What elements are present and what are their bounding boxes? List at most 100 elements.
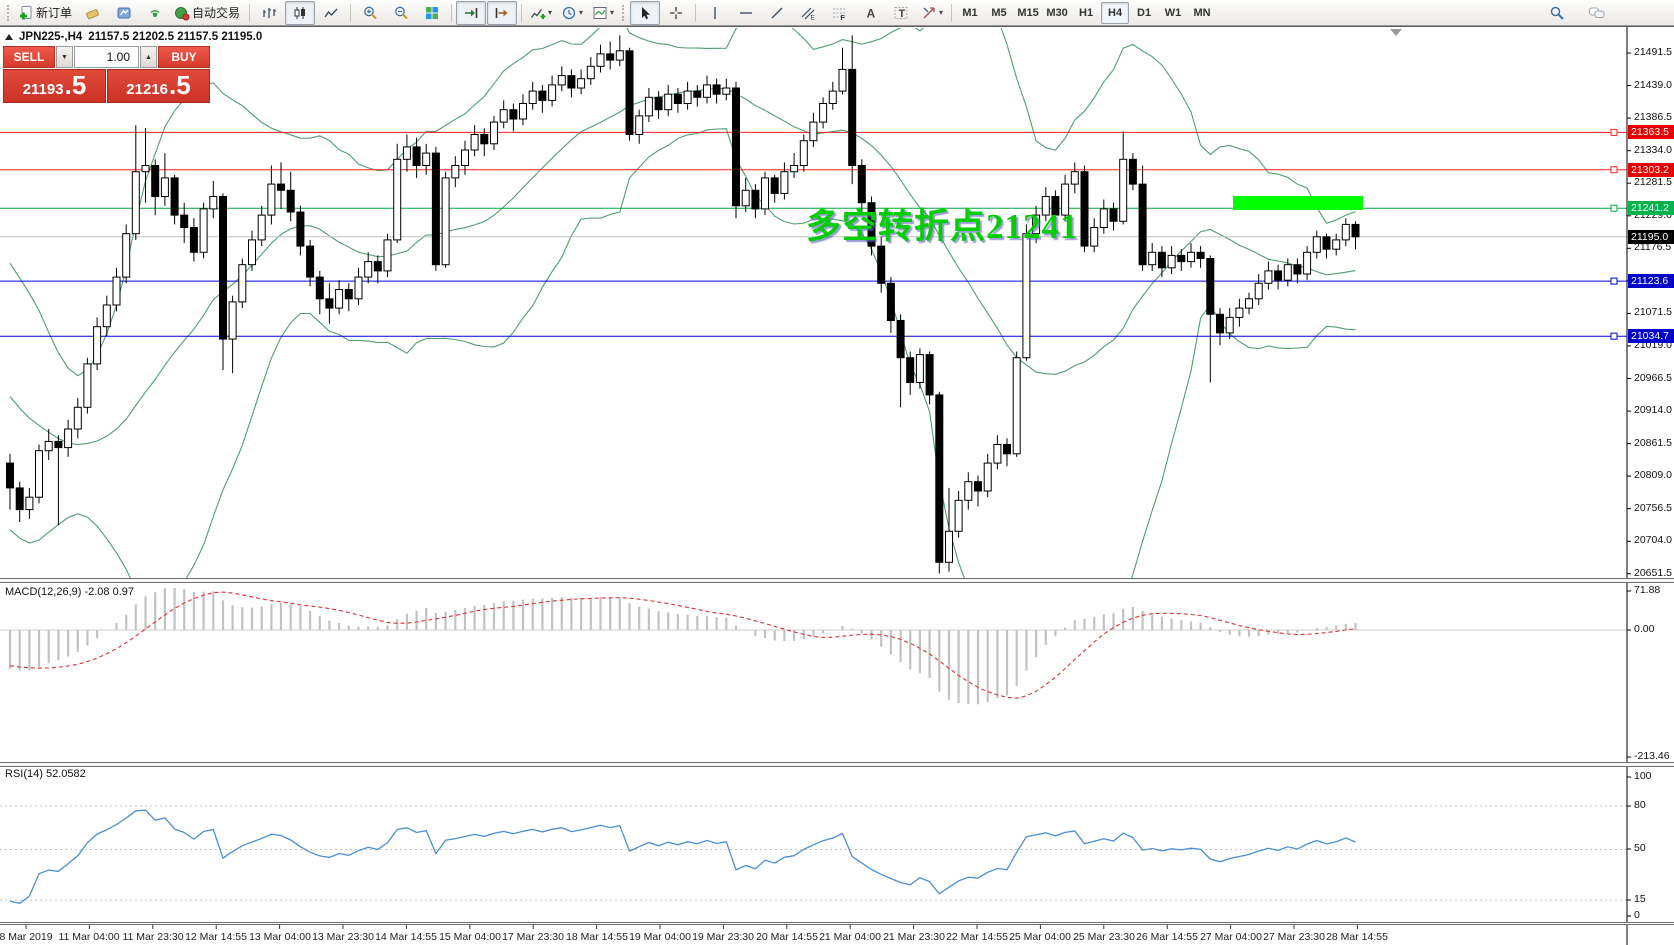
timeframe-w1[interactable]: W1 xyxy=(1164,6,1182,19)
fibonacci-button[interactable]: F xyxy=(824,1,854,25)
trendline-button[interactable] xyxy=(762,1,792,25)
zoom-out-icon xyxy=(393,5,409,21)
timeframe-m5[interactable]: M5 xyxy=(991,6,1007,19)
chart-shift-button[interactable] xyxy=(487,0,518,25)
scroll-end-marker-icon xyxy=(1390,29,1402,36)
auto-scroll-button[interactable] xyxy=(456,0,487,25)
chevron-down-icon: ▾ xyxy=(610,7,615,17)
templates-icon xyxy=(592,5,608,21)
volume-increase-button[interactable]: ▲ xyxy=(140,46,157,68)
chart-text-annotation: 多空转折点21241 xyxy=(806,207,1079,246)
chat-icon xyxy=(1588,5,1606,21)
eraser-icon xyxy=(85,5,101,21)
chart-title: JPN225-,H4 21157.5 21202.5 21157.5 21195… xyxy=(5,31,262,43)
new-order-label: 新订单 xyxy=(36,6,73,20)
timeframe-h4[interactable]: H4 xyxy=(1101,1,1130,24)
templates-button[interactable]: ▾ xyxy=(588,1,618,25)
volume-input[interactable]: 1.00 xyxy=(74,46,139,68)
editor-icon xyxy=(116,5,132,21)
crosshair-icon xyxy=(668,5,684,21)
timeframe-d1[interactable]: D1 xyxy=(1137,6,1152,19)
horizontal-line-button[interactable] xyxy=(731,1,761,25)
text-label-icon: T xyxy=(893,5,909,21)
horizontal-line-icon xyxy=(738,5,754,21)
new-order-icon xyxy=(18,5,34,21)
rsi-splitter[interactable] xyxy=(0,762,1674,767)
svg-text:F: F xyxy=(841,15,846,21)
tile-windows-button[interactable] xyxy=(417,1,447,25)
toolbar-grip[interactable] xyxy=(622,4,626,21)
clock-icon xyxy=(561,5,577,21)
fibonacci-icon: F xyxy=(831,5,847,21)
sell-price-pips: .5 xyxy=(64,70,87,100)
sell-price[interactable]: 21193 .5 xyxy=(3,69,106,103)
macd-splitter[interactable] xyxy=(0,578,1674,583)
crosshair-button[interactable] xyxy=(661,1,691,25)
channel-button[interactable]: E xyxy=(793,1,823,25)
timeframe-m1[interactable]: M1 xyxy=(962,6,978,19)
collapse-icon[interactable] xyxy=(5,34,13,40)
toolbar-grip[interactable] xyxy=(7,4,11,21)
vertical-line-button[interactable] xyxy=(700,1,730,25)
sell-price-main: 21193 xyxy=(22,81,64,98)
tile-windows-icon xyxy=(424,5,440,21)
timeframe-mn[interactable]: MN xyxy=(1193,6,1211,19)
ohlc-values: 21157.5 21202.5 21157.5 21195.0 xyxy=(88,31,263,43)
shapes-button[interactable]: ▾ xyxy=(917,1,947,25)
chevron-down-icon: ▾ xyxy=(548,7,553,17)
one-click-trading-panel: SELL ▼ 1.00 ▲ BUY 21193 .5 21216 .5 xyxy=(3,46,210,103)
zoom-in-button[interactable] xyxy=(355,1,385,25)
buy-price-main: 21216 xyxy=(126,81,169,98)
vertical-line-icon xyxy=(707,5,723,21)
toolbar-separator xyxy=(350,3,352,22)
buy-price[interactable]: 21216 .5 xyxy=(107,69,210,103)
main-toolbar: 新订单 自动交易 ▾ ▾ ▾ E F A T ▾ xyxy=(0,0,1674,26)
chart-window-border xyxy=(0,26,1674,27)
eraser-button[interactable] xyxy=(78,1,108,25)
time-axis-splitter xyxy=(0,922,1674,925)
signals-button[interactable] xyxy=(140,1,170,25)
text-button[interactable]: A xyxy=(855,1,885,25)
timeframe-h1[interactable]: H1 xyxy=(1079,6,1094,19)
chevron-down-icon: ▾ xyxy=(579,7,584,17)
zoom-out-button[interactable] xyxy=(386,1,416,25)
text-label-button[interactable]: T xyxy=(886,1,916,25)
search-icon xyxy=(1549,5,1565,21)
line-chart-icon xyxy=(323,5,339,21)
zoom-in-icon xyxy=(362,5,378,21)
cursor-icon xyxy=(637,5,653,21)
svg-text:T: T xyxy=(899,8,906,20)
toolbar-separator xyxy=(951,3,953,22)
timeframe-m30[interactable]: M30 xyxy=(1046,6,1068,19)
trendline-icon xyxy=(769,5,785,21)
arrows-icon xyxy=(921,5,937,21)
new-order-button[interactable]: 新订单 xyxy=(15,1,77,25)
auto-trading-label: 自动交易 xyxy=(192,6,241,20)
toolbar-separator xyxy=(451,3,453,22)
buy-button[interactable]: BUY xyxy=(158,46,210,68)
cursor-button[interactable] xyxy=(630,0,661,25)
bar-chart-button[interactable] xyxy=(254,1,284,25)
candlestick-chart-button[interactable] xyxy=(285,0,316,25)
chart-shift-icon xyxy=(494,5,510,21)
chat-button[interactable] xyxy=(1582,1,1612,25)
symbol-period-label: JPN225-,H4 xyxy=(19,31,83,43)
line-chart-button[interactable] xyxy=(316,1,346,25)
toolbar-separator xyxy=(249,3,251,22)
toolbar-separator xyxy=(521,3,523,22)
editor-button[interactable] xyxy=(109,1,139,25)
auto-trading-button[interactable]: 自动交易 xyxy=(171,1,245,25)
volume-decrease-button[interactable]: ▼ xyxy=(56,46,73,68)
signal-icon xyxy=(147,5,163,21)
indicators-button[interactable]: ▾ xyxy=(526,1,556,25)
text-icon: A xyxy=(862,5,878,21)
timeframe-m15[interactable]: M15 xyxy=(1017,6,1039,19)
svg-text:A: A xyxy=(867,6,876,20)
search-button[interactable] xyxy=(1542,1,1572,25)
sell-button[interactable]: SELL xyxy=(3,46,55,68)
channel-icon: E xyxy=(800,5,816,21)
chevron-down-icon: ▾ xyxy=(939,7,944,17)
periods-button[interactable]: ▾ xyxy=(557,1,587,25)
